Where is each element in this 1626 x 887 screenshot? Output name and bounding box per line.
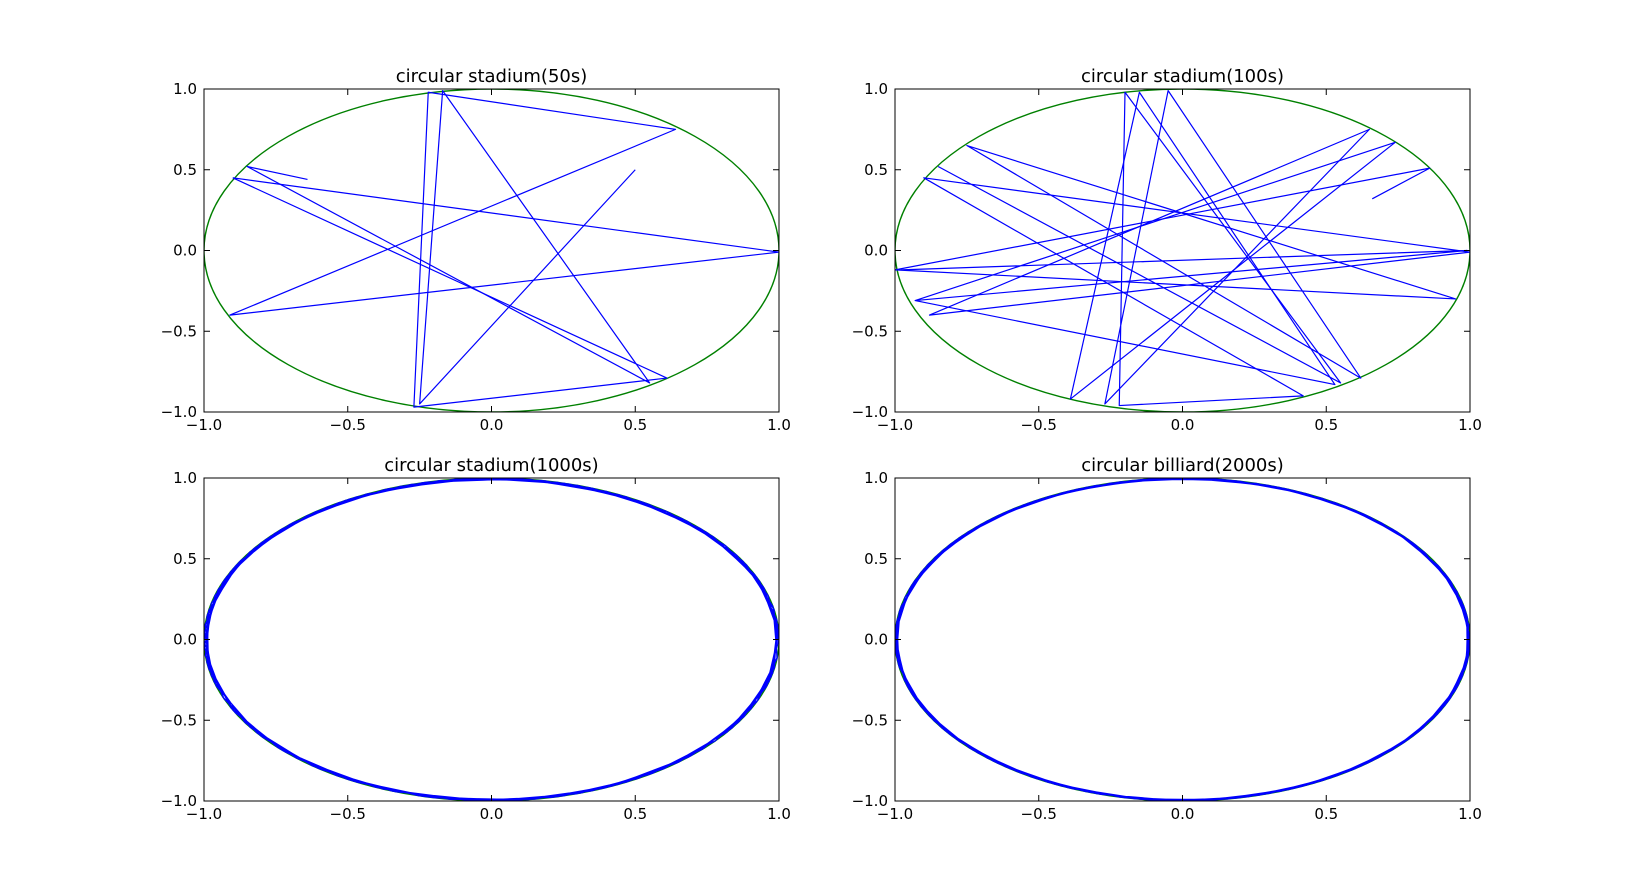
x-tick-label: 0.0 [480, 416, 504, 434]
trajectory-line-1 [895, 478, 1470, 801]
y-tick-label: −1.0 [852, 403, 888, 421]
chart-panel-4: −1.0−1.0 −0.5 −0.5 0.0 0.0 0.5 0.5 1.0 1.0 circul… [852, 455, 1482, 823]
chart-title: circular stadium(100s) [1081, 66, 1284, 87]
plot-area [204, 478, 779, 801]
x-tick-label: 0.0 [1171, 416, 1195, 434]
y-tick-label: 1.0 [864, 80, 888, 98]
x-tick-label: −0.5 [1021, 416, 1057, 434]
x-tick-label: −1.0 [186, 416, 222, 434]
x-tick-label: 0.0 [1171, 805, 1195, 823]
trajectory-line-2 [900, 91, 1468, 400]
trajectory-line-1 [246, 90, 651, 405]
y-tick-label: −1.0 [161, 792, 197, 810]
x-tick-label: 0.5 [1314, 416, 1338, 434]
y-tick-label: −0.5 [161, 322, 197, 340]
chart-title: circular billiard(2000s) [1081, 455, 1284, 476]
x-tick-label: 0.5 [623, 805, 647, 823]
y-tick-label: 0.0 [864, 631, 888, 649]
chart-panel-3: −1.0−1.0 −0.5 −0.5 0.0 0.0 0.5 0.5 1.0 1.0 circul… [161, 455, 791, 823]
trajectory-line-2 [229, 91, 779, 408]
y-tick-label: 1.0 [173, 469, 197, 487]
trajectory-line-1 [204, 478, 779, 801]
y-tick-label: 0.0 [864, 242, 888, 260]
plot-area [204, 89, 779, 412]
chart-title: circular stadium(1000s) [384, 455, 598, 476]
y-tick-label: −0.5 [852, 322, 888, 340]
y-tick-label: 1.0 [864, 469, 888, 487]
chart-title: circular stadium(50s) [396, 66, 588, 87]
y-tick-label: 1.0 [173, 80, 197, 98]
y-tick-label: 0.0 [173, 242, 197, 260]
x-tick-label: 0.5 [623, 416, 647, 434]
x-tick-label: −0.5 [1021, 805, 1057, 823]
x-tick-label: 1.0 [767, 416, 791, 434]
x-tick-label: −1.0 [877, 416, 913, 434]
plot-area [895, 89, 1470, 412]
trajectory-line-1 [895, 90, 1470, 407]
chart-panel-2: −1.0−1.0 −0.5 −0.5 0.0 0.0 0.5 0.5 1.0 1.0 circul… [852, 66, 1482, 434]
y-tick-label: 0.5 [173, 550, 197, 568]
x-tick-label: 1.0 [1458, 416, 1482, 434]
y-tick-label: 0.5 [864, 550, 888, 568]
x-tick-label: 1.0 [767, 805, 791, 823]
plot-area [895, 478, 1470, 801]
y-tick-label: 0.5 [864, 161, 888, 179]
y-tick-label: −0.5 [161, 711, 197, 729]
x-tick-label: −1.0 [877, 805, 913, 823]
y-tick-label: −0.5 [852, 711, 888, 729]
x-tick-label: 0.5 [1314, 805, 1338, 823]
y-tick-label: 0.0 [173, 631, 197, 649]
x-tick-label: −0.5 [330, 416, 366, 434]
axes-frame [203, 88, 780, 413]
boundary-circle [204, 89, 779, 412]
x-tick-label: 1.0 [1458, 805, 1482, 823]
y-tick-label: 0.5 [173, 161, 197, 179]
x-tick-label: −0.5 [330, 805, 366, 823]
boundary-circle [895, 89, 1470, 412]
y-tick-label: −1.0 [161, 403, 197, 421]
axes-frame [894, 88, 1471, 413]
x-tick-label: −1.0 [186, 805, 222, 823]
chart-panel-1: −1.0−1.0 −0.5 −0.5 0.0 0.0 0.5 0.5 1.0 1.0 circul… [161, 66, 791, 434]
x-tick-label: 0.0 [480, 805, 504, 823]
y-tick-label: −1.0 [852, 792, 888, 810]
